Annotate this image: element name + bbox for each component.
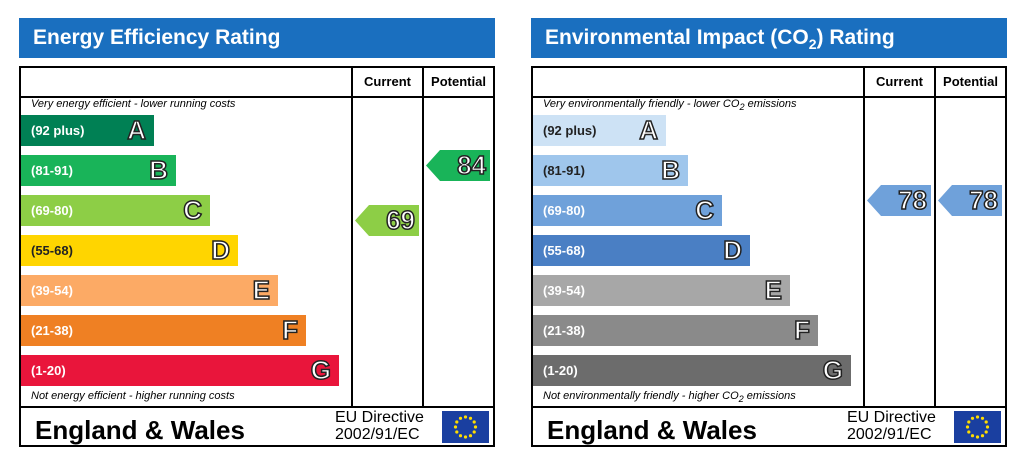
- band-g: (1-20) G: [21, 354, 339, 386]
- potential-rating-arrow: 84: [426, 149, 490, 181]
- potential-rating-arrow: 78: [938, 184, 1002, 216]
- current-rating-arrow: 78: [867, 184, 931, 216]
- band-letter: C: [182, 194, 202, 226]
- band-range: (55-68): [31, 243, 73, 258]
- column-header-current: Current: [876, 74, 923, 89]
- band-letter: C: [694, 194, 714, 226]
- band-range: (55-68): [543, 243, 585, 258]
- band-letter: G: [822, 354, 844, 386]
- rating-table: Current Potential Very environmentally f…: [531, 66, 1007, 447]
- band-letter: B: [660, 154, 680, 186]
- region-label: England & Wales: [547, 415, 757, 445]
- top-note: Very energy efficient - lower running co…: [31, 98, 236, 110]
- band-range: (21-38): [31, 323, 73, 338]
- band-range: (69-80): [31, 203, 73, 218]
- band-d: (55-68) D: [21, 234, 238, 266]
- band-e: (39-54) E: [533, 274, 790, 306]
- band-range: (39-54): [543, 283, 585, 298]
- band-letter: D: [722, 234, 742, 266]
- potential-rating-value: 84: [456, 149, 486, 181]
- band-range: (69-80): [543, 203, 585, 218]
- band-range: (21-38): [543, 323, 585, 338]
- environmental-impact-chart: Environmental Impact (CO2) Rating Curren…: [531, 0, 1007, 465]
- band-range: (1-20): [31, 363, 66, 378]
- band-letter: E: [252, 274, 271, 306]
- band-e: (39-54) E: [21, 274, 278, 306]
- band-range: (92 plus): [543, 123, 597, 138]
- top-note: Very environmentally friendly - lower CO…: [543, 98, 797, 113]
- band-letter: F: [281, 314, 298, 346]
- current-rating-arrow: 69: [355, 204, 419, 236]
- band-a: (92 plus) A: [533, 114, 666, 146]
- band-b: (81-91) B: [21, 154, 176, 186]
- band-letter: D: [210, 234, 230, 266]
- band-letter: G: [310, 354, 332, 386]
- band-letter: E: [764, 274, 783, 306]
- band-f: (21-38) F: [21, 314, 306, 346]
- band-c: (69-80) C: [533, 194, 722, 226]
- column-header-potential: Potential: [943, 74, 998, 89]
- eu-flag-icon: [954, 411, 1001, 443]
- chart-title: Environmental Impact (CO2) Rating: [531, 18, 1007, 58]
- potential-rating-value: 78: [968, 184, 998, 216]
- band-d: (55-68) D: [533, 234, 750, 266]
- energy-efficiency-chart: Energy Efficiency Rating Current Potenti…: [19, 0, 495, 465]
- band-g: (1-20) G: [533, 354, 851, 386]
- band-range: (92 plus): [31, 123, 85, 138]
- chart-title: Energy Efficiency Rating: [19, 18, 495, 58]
- eu-flag-icon: [442, 411, 489, 443]
- band-range: (39-54): [31, 283, 73, 298]
- band-range: (1-20): [543, 363, 578, 378]
- current-rating-value: 78: [897, 184, 927, 216]
- bottom-note: Not environmentally friendly - higher CO…: [543, 390, 796, 405]
- band-letter: A: [638, 114, 658, 146]
- column-header-current: Current: [364, 74, 411, 89]
- eu-directive: EU Directive 2002/91/EC: [335, 409, 424, 443]
- current-rating-value: 69: [385, 204, 415, 236]
- band-range: (81-91): [543, 163, 585, 178]
- region-label: England & Wales: [35, 415, 245, 445]
- band-f: (21-38) F: [533, 314, 818, 346]
- eu-directive: EU Directive 2002/91/EC: [847, 409, 936, 443]
- band-letter: B: [148, 154, 168, 186]
- column-header-potential: Potential: [431, 74, 486, 89]
- bottom-note: Not energy efficient - higher running co…: [31, 390, 235, 402]
- band-c: (69-80) C: [21, 194, 210, 226]
- band-a: (92 plus) A: [21, 114, 154, 146]
- rating-table: Current Potential Very energy efficient …: [19, 66, 495, 447]
- band-letter: F: [793, 314, 810, 346]
- band-b: (81-91) B: [533, 154, 688, 186]
- band-range: (81-91): [31, 163, 73, 178]
- band-letter: A: [126, 114, 146, 146]
